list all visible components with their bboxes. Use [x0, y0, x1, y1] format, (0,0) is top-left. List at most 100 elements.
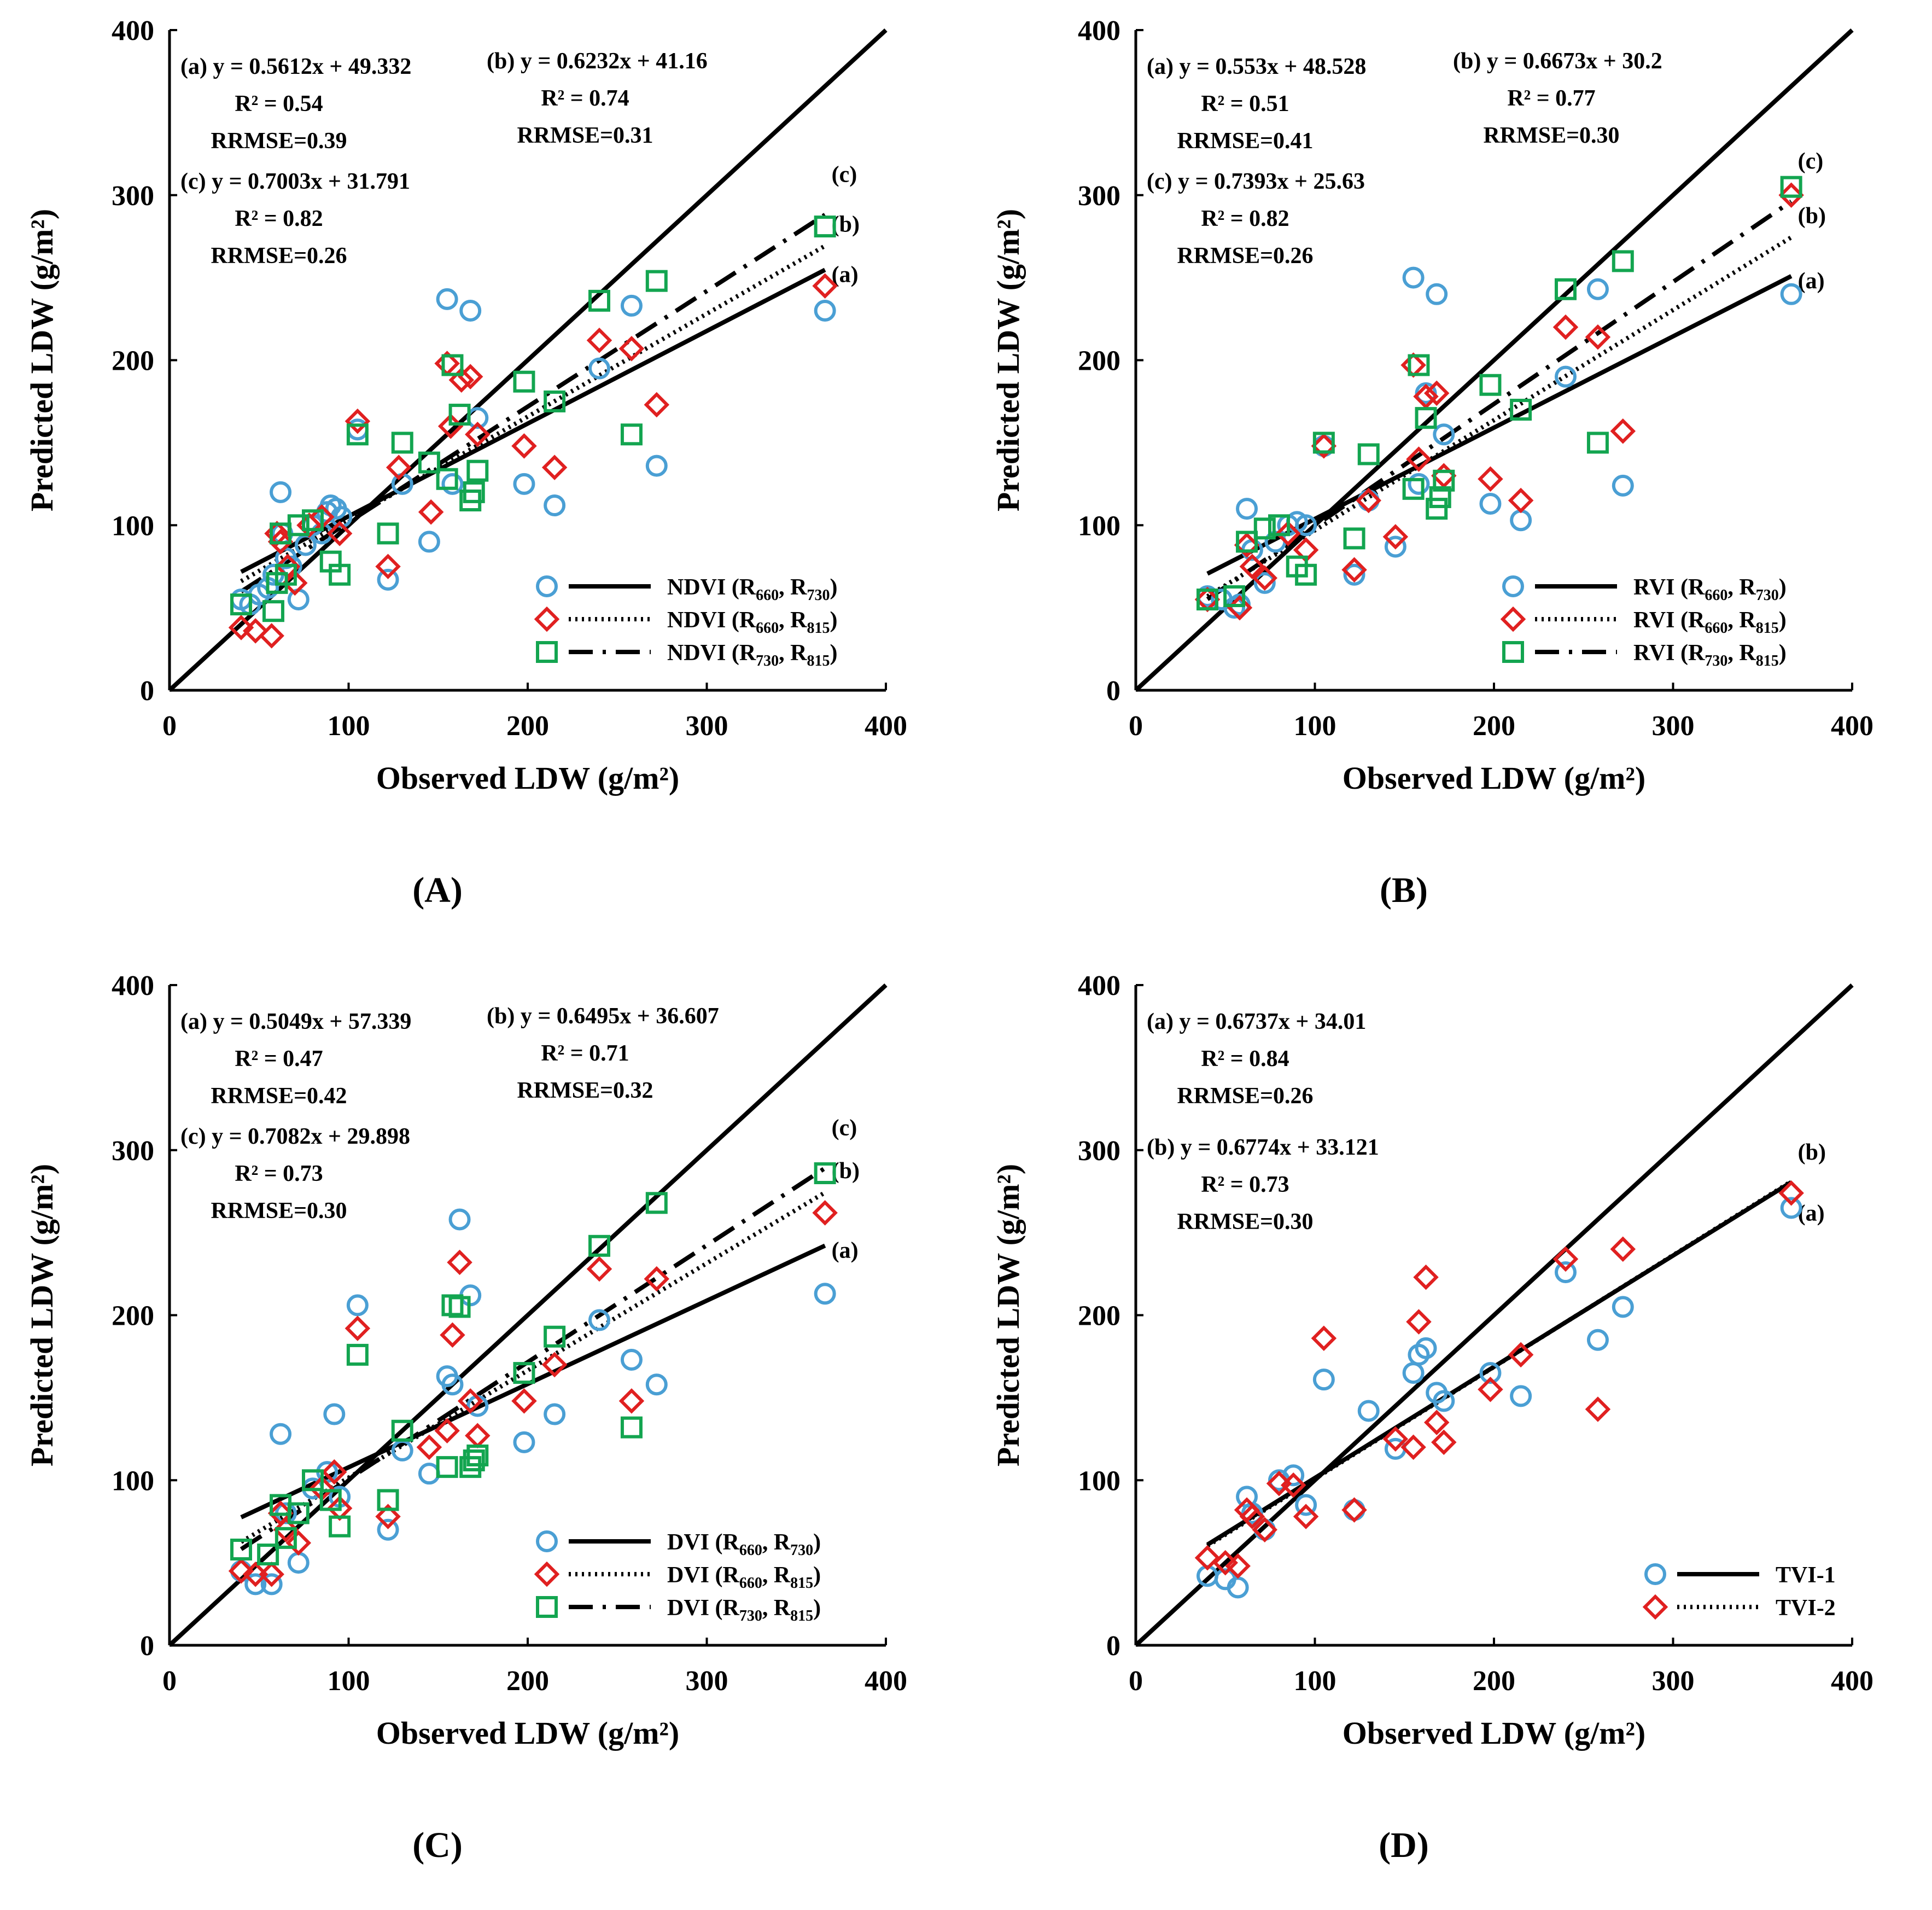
- data-point: [544, 390, 566, 412]
- data-point: [1236, 531, 1258, 553]
- data-point: [375, 554, 401, 579]
- data-point: [1406, 446, 1432, 472]
- data-point: [814, 216, 836, 238]
- legend-marker: [536, 641, 558, 663]
- data-point: [1612, 250, 1634, 272]
- equation-rrmse: RRMSE=0.26: [211, 243, 347, 269]
- data-point: [1433, 469, 1455, 492]
- data-point: [418, 451, 440, 474]
- regression-tag: (b): [832, 212, 860, 237]
- data-point: [375, 1504, 401, 1529]
- regression-line: [240, 213, 826, 593]
- data-point: [285, 1530, 312, 1556]
- data-point: [618, 336, 645, 362]
- data-point: [1778, 182, 1804, 208]
- x-tick-label: 300: [686, 1666, 728, 1697]
- data-point: [1341, 557, 1367, 583]
- legend-label: DVI (R730, R815): [667, 1595, 821, 1624]
- legend-marker: [1642, 1594, 1668, 1620]
- x-tick-label: 0: [162, 711, 177, 742]
- data-point: [323, 1403, 346, 1425]
- data-point: [1382, 1426, 1409, 1452]
- x-tick-label: 200: [506, 711, 549, 742]
- regression-tag: (a): [832, 262, 859, 287]
- equation-rrmse: RRMSE=0.31: [517, 123, 653, 148]
- data-point: [1433, 1390, 1455, 1412]
- data-point: [544, 1403, 566, 1425]
- data-point: [1223, 585, 1246, 608]
- data-point: [1552, 1246, 1579, 1272]
- data-point: [1555, 365, 1577, 388]
- legend-label: NDVI (R660, R730): [667, 575, 838, 604]
- data-point: [1508, 487, 1534, 514]
- equation-line: (c) y = 0.7003x + 31.791: [180, 169, 410, 194]
- data-point: [1311, 1325, 1337, 1351]
- data-point: [262, 600, 284, 622]
- legend-marker: [1644, 1563, 1666, 1585]
- data-point: [588, 289, 610, 312]
- y-tick-label: 0: [1106, 1631, 1120, 1662]
- data-point: [588, 1309, 610, 1331]
- data-point: [436, 468, 458, 490]
- equation-rrmse: RRMSE=0.26: [1177, 243, 1313, 269]
- equation-line: (a) y = 0.6737x + 34.01: [1147, 1009, 1366, 1034]
- y-tick-label: 100: [112, 1465, 154, 1496]
- data-point: [329, 563, 351, 586]
- data-point: [418, 1463, 440, 1485]
- equation-rrmse: RRMSE=0.39: [211, 129, 347, 154]
- y-axis-title: Predicted LDW (g/m²): [990, 209, 1026, 511]
- data-point: [345, 408, 371, 434]
- legend-label: RVI (R660, R730): [1633, 575, 1787, 604]
- data-point: [588, 1234, 610, 1257]
- data-point: [645, 1192, 668, 1214]
- y-axis-title: Predicted LDW (g/m²): [24, 209, 60, 511]
- equation-r2: R² = 0.73: [235, 1161, 323, 1186]
- data-point: [1252, 565, 1278, 591]
- data-point: [1239, 554, 1265, 579]
- equation-rrmse: RRMSE=0.30: [211, 1198, 347, 1224]
- series-points: [228, 1200, 838, 1587]
- data-point: [346, 1294, 369, 1317]
- data-point: [1295, 1494, 1317, 1516]
- data-point: [459, 299, 482, 322]
- data-point: [1433, 423, 1455, 446]
- equation-r2: R² = 0.82: [235, 206, 323, 231]
- data-point: [1311, 433, 1337, 459]
- data-point: [1236, 498, 1258, 520]
- data-point: [1382, 524, 1409, 550]
- data-point: [391, 1419, 413, 1442]
- regression-tag: (b): [1798, 1140, 1826, 1165]
- data-point: [544, 494, 566, 517]
- y-tick-label: 200: [1078, 1301, 1120, 1332]
- x-tick-label: 100: [1294, 711, 1336, 742]
- data-point: [259, 623, 284, 649]
- y-tick-label: 0: [140, 1631, 154, 1662]
- data-point: [511, 1388, 537, 1414]
- data-point: [1402, 1362, 1425, 1384]
- regression-line: [240, 267, 826, 574]
- data-point: [1400, 352, 1426, 378]
- data-point: [1552, 314, 1579, 340]
- equation-r2: R² = 0.73: [1201, 1172, 1289, 1197]
- data-point: [302, 509, 324, 532]
- data-point: [275, 1527, 297, 1549]
- data-point: [1508, 1342, 1534, 1368]
- data-point: [1610, 1236, 1636, 1262]
- data-point: [242, 618, 269, 644]
- data-point: [644, 392, 670, 418]
- data-point: [1253, 517, 1276, 540]
- data-point: [1357, 443, 1380, 465]
- chart-c: 0 100 200 300 400 0 100 200 300 400 Observed LDW (…: [24, 970, 907, 1751]
- data-point: [1780, 176, 1802, 198]
- data-point: [1312, 1369, 1335, 1391]
- data-point: [230, 1538, 252, 1560]
- data-point: [257, 1544, 279, 1566]
- data-point: [448, 1208, 471, 1231]
- equation-line: (b) y = 0.6232x + 41.16: [487, 49, 708, 74]
- data-point: [1357, 1400, 1380, 1422]
- equation-line: (b) y = 0.6495x + 36.607: [487, 1004, 719, 1029]
- y-tick-label: 0: [1106, 676, 1120, 707]
- regression-tag: (a): [1798, 1201, 1825, 1226]
- data-point: [644, 1266, 670, 1292]
- x-tick-label: 400: [865, 711, 907, 742]
